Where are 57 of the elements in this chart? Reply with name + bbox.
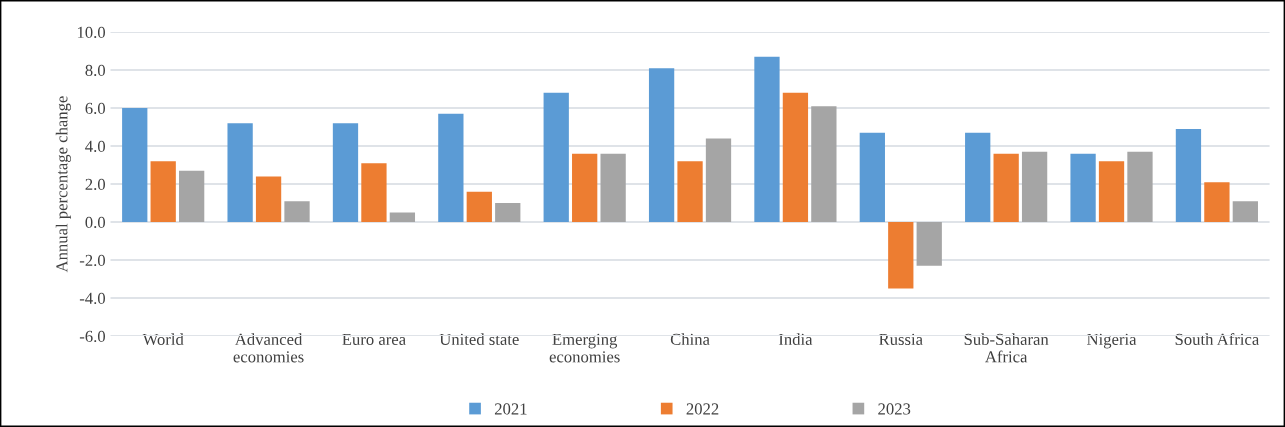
bar bbox=[993, 153, 1019, 223]
bar bbox=[438, 113, 464, 223]
y-tick-label: 10.0 bbox=[77, 26, 106, 39]
y-tick-label: 8.0 bbox=[85, 64, 106, 77]
bar bbox=[1098, 161, 1125, 223]
bar bbox=[811, 106, 837, 223]
legend-label: 2023 bbox=[878, 403, 911, 415]
y-tick-label: 6.0 bbox=[85, 102, 106, 115]
x-tick-label: Emerging economies bbox=[549, 333, 620, 363]
bar bbox=[543, 92, 569, 223]
x-tick-label: Nigeria bbox=[1087, 333, 1137, 349]
bar bbox=[1021, 151, 1048, 223]
y-axis-title: Annual percentage change bbox=[55, 96, 71, 273]
bar bbox=[600, 153, 626, 223]
bar bbox=[965, 132, 991, 223]
bar bbox=[754, 56, 780, 223]
bar bbox=[782, 92, 809, 223]
y-tick-label: -6.0 bbox=[79, 330, 106, 343]
x-tick-label: Russia bbox=[879, 333, 923, 345]
x-tick-label: Sub-Saharan Africa bbox=[964, 333, 1049, 363]
x-tick-label: China bbox=[670, 333, 710, 345]
y-tick-label: 2.0 bbox=[85, 178, 106, 191]
bar bbox=[150, 161, 176, 223]
y-tick-label: -4.0 bbox=[79, 292, 106, 305]
x-tick-label: World bbox=[142, 333, 184, 346]
bar bbox=[332, 123, 359, 223]
x-tick-label: Euro area bbox=[342, 333, 406, 345]
bar bbox=[389, 212, 416, 223]
legend-label: 2021 bbox=[494, 403, 527, 415]
bar bbox=[916, 222, 942, 266]
bar bbox=[859, 132, 885, 223]
x-tick-label: India bbox=[778, 333, 813, 345]
bar bbox=[1127, 151, 1153, 223]
bar bbox=[495, 203, 521, 223]
y-tick-label: 4.0 bbox=[85, 140, 106, 153]
bar bbox=[466, 191, 492, 223]
bar bbox=[888, 222, 914, 289]
x-tick-label: Advanced economies bbox=[233, 333, 304, 363]
bar bbox=[122, 108, 148, 223]
bar bbox=[227, 123, 253, 223]
x-tick-label: South Africa bbox=[1175, 333, 1260, 345]
bar bbox=[1204, 182, 1230, 223]
y-tick-label: -2.0 bbox=[79, 254, 106, 267]
bar bbox=[677, 161, 703, 223]
legend-label: 2022 bbox=[686, 403, 719, 415]
bar bbox=[179, 170, 205, 223]
bar bbox=[572, 153, 598, 223]
bar bbox=[705, 138, 732, 223]
bar bbox=[1232, 201, 1258, 223]
bar bbox=[648, 68, 675, 223]
bar bbox=[255, 176, 282, 223]
bar bbox=[284, 201, 310, 223]
bar bbox=[1070, 153, 1096, 223]
bar bbox=[1175, 128, 1202, 223]
y-tick-label: 0.0 bbox=[85, 216, 106, 229]
x-tick-label: United state bbox=[439, 333, 519, 345]
bar bbox=[361, 163, 387, 223]
